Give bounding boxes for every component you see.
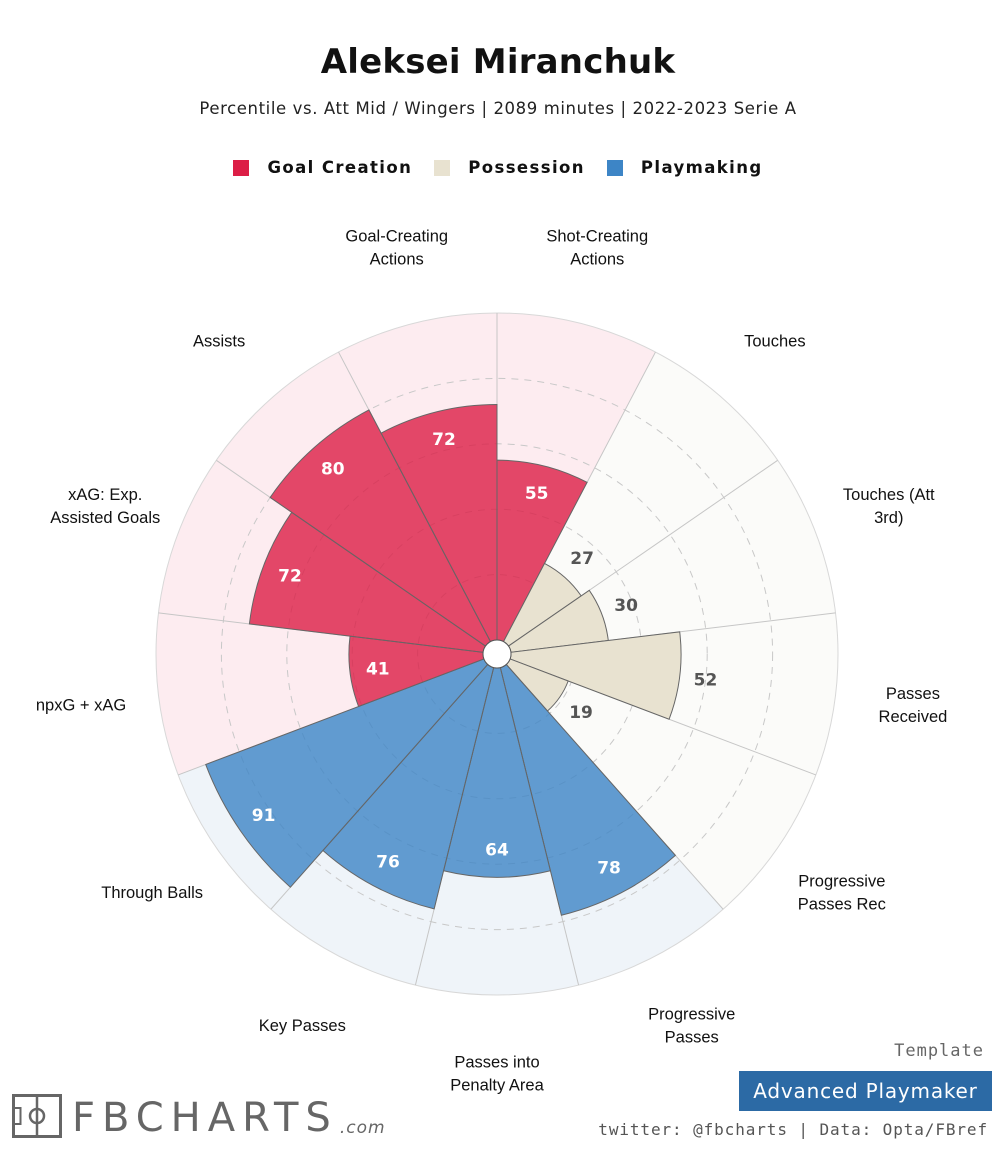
gridline-80 [220, 377, 774, 931]
pitch-icon [12, 1094, 62, 1138]
value-label-touches-att-3rd: 30 [614, 596, 638, 616]
category-label-passes-into-penalty-area: Passes into Penalty Area [450, 1054, 544, 1095]
legend-item-possession: Possession [434, 158, 585, 177]
value-label-progressive-passes-rec: 19 [569, 703, 593, 723]
category-label-npxg-xag: npxG + xAG [36, 697, 126, 715]
chart-title: Aleksei Miranchuk [320, 42, 676, 82]
legend: Goal Creation Possession Playmaking [0, 158, 996, 177]
legend-label-goal-creation: Goal Creation [267, 158, 413, 177]
credits: twitter: @fbcharts | Data: Opta/FBref [598, 1120, 988, 1139]
legend-label-playmaking: Playmaking [640, 158, 763, 177]
logo-text: FBCHARTS [72, 1095, 338, 1141]
value-label-key-passes: 76 [376, 853, 400, 873]
legend-swatch-possession [434, 159, 451, 176]
legend-item-playmaking: Playmaking [606, 158, 763, 177]
legend-swatch-playmaking [606, 159, 623, 176]
value-label-through-balls: 91 [252, 806, 276, 826]
template-label: Template [894, 1041, 984, 1061]
value-label-goal-creating-actions: 72 [432, 430, 456, 450]
template-badge: Advanced Playmaker [739, 1071, 992, 1111]
category-label-passes-received: Passes Received [879, 685, 948, 726]
category-label-touches: Touches [744, 332, 805, 350]
category-label-progressive-passes-rec: Progressive Passes Rec [798, 873, 886, 914]
value-label-xag-exp-assisted-goals: 72 [278, 566, 302, 586]
category-label-through-balls: Through Balls [101, 884, 203, 902]
value-label-npxg-xag: 41 [366, 659, 390, 679]
bg-sector-touches [503, 352, 778, 647]
category-label-touches-att-3rd: Touches (Att 3rd) [843, 486, 935, 527]
value-label-passes-received: 52 [694, 670, 718, 690]
value-label-touches: 27 [570, 549, 594, 569]
chart-subtitle: Percentile vs. Att Mid / Wingers | 2089 … [199, 99, 797, 118]
legend-label-possession: Possession [468, 158, 585, 177]
value-label-shot-creating-actions: 55 [525, 484, 549, 504]
category-label-shot-creating-actions: Shot-Creating Actions [546, 228, 648, 269]
value-label-progressive-passes: 78 [597, 858, 621, 878]
legend-swatch-goal-creation [233, 159, 250, 176]
category-label-goal-creating-actions: Goal-Creating Actions [345, 228, 448, 269]
center-hole [482, 639, 512, 669]
value-label-assists: 80 [321, 460, 345, 480]
category-label-key-passes: Key Passes [259, 1017, 346, 1035]
value-label-passes-into-penalty-area: 64 [485, 840, 509, 860]
fbcharts-logo: FBCHARTS .com [12, 1090, 386, 1138]
category-label-assists: Assists [193, 332, 245, 350]
logo-suffix: .com [339, 1118, 386, 1138]
legend-item-goal-creation: Goal Creation [233, 158, 412, 177]
category-label-progressive-passes: Progressive Passes [648, 1006, 735, 1047]
bg-sector-progressive-passes-rec [506, 658, 816, 910]
category-label-xag-exp-assisted-goals: xAG: Exp. Assisted Goals [50, 486, 160, 527]
